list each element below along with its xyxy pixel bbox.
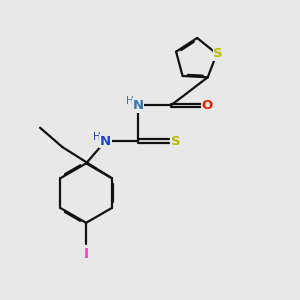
Text: O: O: [201, 99, 213, 112]
Text: I: I: [83, 247, 89, 261]
Text: H: H: [93, 132, 101, 142]
Text: N: N: [133, 99, 144, 112]
Text: S: S: [171, 135, 181, 148]
Text: N: N: [100, 135, 111, 148]
Text: H: H: [126, 96, 134, 106]
Text: S: S: [213, 47, 223, 60]
